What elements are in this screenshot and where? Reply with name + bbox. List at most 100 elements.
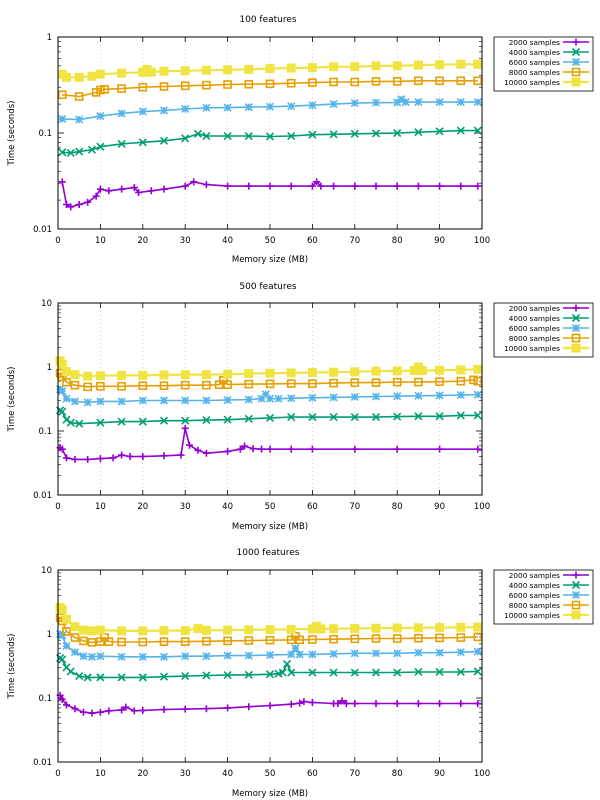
data-point	[371, 668, 381, 677]
data-point	[308, 182, 316, 190]
data-point	[61, 614, 71, 624]
data-point	[307, 368, 317, 378]
data-point	[371, 129, 381, 138]
data-point	[117, 673, 126, 682]
data-point	[287, 668, 296, 677]
data-point	[194, 446, 202, 454]
data-point	[266, 702, 274, 710]
legend-marker	[572, 38, 580, 46]
data-point	[159, 370, 169, 380]
data-point	[371, 634, 381, 643]
data-point	[414, 98, 423, 107]
x-tick-label: 30	[180, 236, 191, 246]
data-point	[146, 67, 156, 77]
data-point	[329, 649, 338, 658]
data-point	[75, 147, 84, 156]
data-point	[371, 366, 381, 376]
data-point	[159, 66, 169, 76]
data-point	[159, 672, 169, 681]
data-point	[308, 668, 317, 677]
data-point	[75, 115, 84, 124]
data-point	[62, 377, 71, 387]
data-point	[96, 652, 105, 661]
data-point	[70, 648, 80, 657]
data-point	[393, 98, 402, 107]
data-point	[181, 182, 189, 190]
data-point	[159, 637, 169, 646]
data-point	[473, 376, 483, 386]
data-point	[286, 624, 296, 634]
data-point	[71, 455, 79, 463]
data-point	[96, 142, 105, 151]
x-tick-label: 60	[307, 769, 318, 779]
data-point	[92, 192, 100, 200]
data-point	[329, 77, 338, 87]
legend-label: 6000 samples	[509, 324, 560, 333]
data-point	[244, 79, 254, 89]
y-axis-label: Time (seconds)	[7, 367, 17, 433]
data-point	[350, 129, 359, 138]
series-group	[55, 602, 483, 717]
legend-marker	[571, 77, 581, 87]
data-point	[418, 366, 428, 376]
legend-marker	[571, 47, 581, 57]
data-point	[287, 182, 295, 190]
data-point	[342, 700, 350, 708]
data-point	[223, 80, 232, 89]
data-point	[96, 185, 104, 193]
legend-label: 8000 samples	[509, 601, 560, 610]
data-point	[414, 76, 423, 86]
x-tick-label: 0	[55, 236, 60, 246]
data-point	[177, 451, 185, 459]
data-point	[371, 378, 381, 387]
data-point	[138, 107, 147, 116]
series-line-4000-samples	[59, 657, 478, 679]
data-point	[371, 77, 381, 86]
chart-panel-1: 100 features 0 10 20 30 40 50 60 70 80 90 100 0.01 0.…	[7, 15, 594, 265]
y-tick-label: 0.01	[33, 491, 52, 501]
data-point	[96, 397, 105, 406]
x-axis-label: Memory size (MB)	[232, 522, 308, 532]
data-point	[435, 648, 444, 657]
legend-marker	[571, 333, 581, 343]
data-point	[185, 441, 193, 449]
data-point	[244, 625, 254, 635]
data-point	[181, 705, 189, 713]
legend-marker	[571, 580, 581, 590]
data-point	[351, 182, 359, 190]
data-point	[117, 109, 126, 118]
data-point	[329, 413, 338, 422]
data-point	[265, 368, 275, 378]
data-point	[83, 371, 93, 381]
data-point	[74, 92, 84, 101]
data-point	[126, 452, 134, 460]
data-point	[74, 72, 84, 82]
data-point	[160, 185, 168, 193]
data-point	[117, 397, 126, 406]
data-point	[296, 699, 304, 707]
y-tick-label: 0.1	[38, 427, 52, 437]
data-point	[117, 381, 126, 391]
data-point	[223, 103, 232, 112]
data-point	[435, 76, 444, 86]
data-point	[147, 187, 155, 195]
data-point	[414, 633, 423, 643]
data-point	[473, 98, 482, 107]
data-point	[201, 370, 211, 380]
data-point	[66, 667, 75, 676]
data-point	[350, 77, 360, 87]
data-point	[244, 670, 253, 679]
data-point	[329, 668, 338, 677]
data-point	[334, 700, 342, 708]
data-point	[457, 182, 465, 190]
data-point	[308, 78, 317, 87]
data-point	[435, 98, 444, 107]
data-point	[236, 445, 244, 453]
data-point	[244, 414, 253, 423]
legend-label: 8000 samples	[509, 68, 560, 77]
data-point	[287, 413, 296, 422]
data-point	[414, 391, 423, 400]
data-point	[202, 103, 211, 112]
data-point	[351, 700, 359, 708]
legend-label: 6000 samples	[509, 58, 560, 67]
